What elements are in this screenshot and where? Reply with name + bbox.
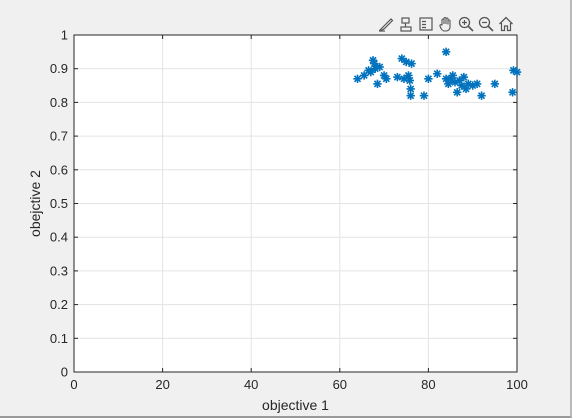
- y-tick-label: 0: [61, 365, 68, 380]
- data-tips-icon: [397, 15, 415, 33]
- data-point: [375, 62, 384, 72]
- data-point: [433, 69, 442, 78]
- legend-button[interactable]: [416, 15, 435, 34]
- data-point: [457, 81, 466, 90]
- x-tick-label: 80: [421, 377, 435, 392]
- x-tick-label: 20: [155, 377, 169, 392]
- data-point: [448, 71, 457, 80]
- data-point: [353, 74, 362, 84]
- y-tick-label: 1: [61, 28, 68, 43]
- zoom-out-button[interactable]: [476, 15, 495, 34]
- data-point: [393, 72, 402, 82]
- data-point: [512, 67, 522, 77]
- y-tick-label: 0.4: [50, 230, 68, 245]
- home-icon: [497, 15, 515, 33]
- data-point: [382, 74, 391, 84]
- x-axis-label: objective 1: [262, 397, 329, 413]
- data-point: [424, 74, 433, 84]
- y-tick-label: 0.6: [50, 162, 68, 177]
- x-tick-label: 60: [333, 377, 347, 392]
- x-tick-label: 0: [70, 377, 77, 392]
- pan-icon: [437, 15, 455, 33]
- y-tick-label: 0.1: [50, 331, 68, 346]
- data-point: [459, 72, 469, 82]
- data-point: [373, 79, 382, 89]
- home-button[interactable]: [496, 15, 515, 34]
- zoom-out-icon: [477, 15, 495, 33]
- pan-button[interactable]: [436, 15, 455, 34]
- zoom-in-button[interactable]: [456, 15, 475, 34]
- data-point: [406, 91, 415, 100]
- data-point: [508, 88, 517, 97]
- y-axis-label: obejctive 2: [27, 170, 43, 237]
- brush-icon: [377, 15, 395, 33]
- brush-button[interactable]: [376, 15, 395, 34]
- data-point: [452, 88, 462, 97]
- data-point: [490, 79, 500, 89]
- y-tick-label: 0.2: [50, 297, 68, 312]
- y-tick-label: 0.5: [50, 196, 68, 211]
- zoom-in-icon: [457, 15, 475, 33]
- axes-toolbar: [376, 14, 515, 34]
- y-tick-label: 0.9: [50, 61, 68, 76]
- y-tick-label: 0.7: [50, 129, 68, 144]
- y-tick-label: 0.8: [50, 95, 68, 110]
- x-tick-label: 100: [506, 377, 528, 392]
- data-point: [419, 91, 429, 100]
- data-point: [477, 91, 486, 100]
- data-point: [472, 79, 482, 89]
- data-point: [405, 76, 414, 85]
- data-point: [441, 47, 451, 57]
- y-tick-label: 0.3: [50, 263, 68, 278]
- x-tick-label: 40: [244, 377, 258, 392]
- data-tips-button[interactable]: [396, 15, 415, 34]
- data-point: [407, 59, 416, 68]
- legend-icon: [417, 15, 435, 33]
